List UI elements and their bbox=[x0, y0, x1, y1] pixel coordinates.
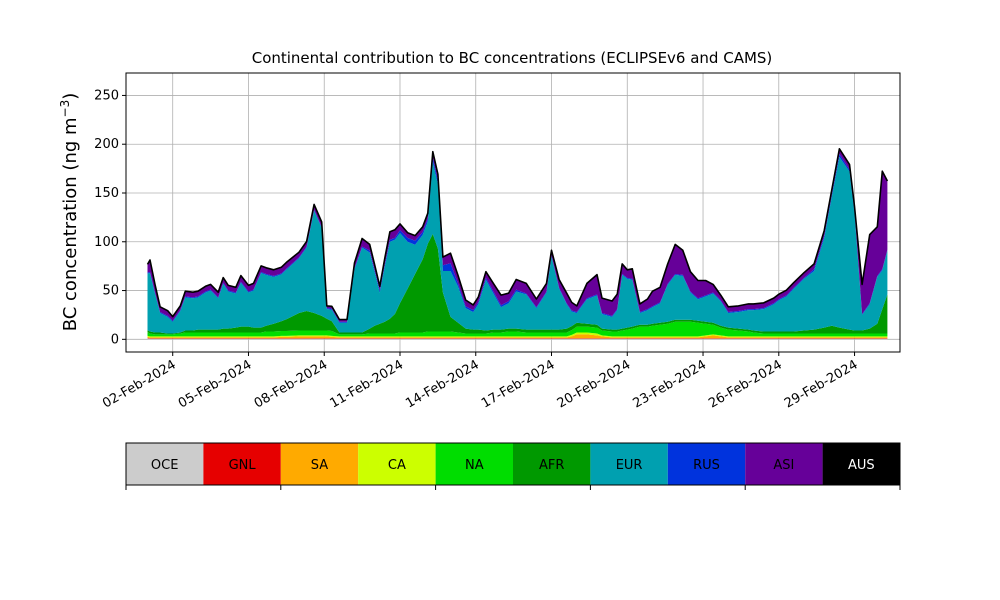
x-axis-ticks: 02-Feb-202405-Feb-202408-Feb-202411-Feb-… bbox=[100, 352, 861, 411]
y-tick-label: 200 bbox=[94, 137, 119, 152]
area-sa bbox=[147, 334, 888, 339]
area-asi bbox=[147, 149, 888, 322]
x-tick-label: 17-Feb-2024 bbox=[479, 357, 558, 411]
colorbar-label-sa: SA bbox=[311, 458, 328, 473]
colorbar-swatch-gnl bbox=[203, 443, 281, 485]
plot-frame bbox=[125, 72, 901, 353]
x-tick-label: 05-Feb-2024 bbox=[176, 357, 255, 411]
colorbar-swatch-rus bbox=[667, 443, 746, 485]
colorbar-swatch-oce bbox=[126, 443, 204, 485]
x-tick-label: 08-Feb-2024 bbox=[252, 357, 331, 411]
colorbar-label-gnl: GNL bbox=[229, 458, 257, 473]
colorbar-label-na: NA bbox=[465, 458, 484, 473]
colorbar-label-aus: AUS bbox=[848, 458, 875, 473]
y-tick-label: 100 bbox=[94, 235, 119, 250]
y-axis-label-suffix: ) bbox=[60, 93, 81, 100]
y-axis-label-superscript: −3 bbox=[58, 100, 72, 118]
colorbar-swatch-afr bbox=[513, 443, 591, 485]
y-tick-label: 150 bbox=[94, 186, 119, 201]
x-tick-label: 26-Feb-2024 bbox=[706, 357, 785, 411]
total-line bbox=[146, 148, 889, 321]
x-tick-label: 11-Feb-2024 bbox=[327, 357, 406, 411]
colorbar-swatch-sa bbox=[280, 443, 359, 485]
x-tick-label: 29-Feb-2024 bbox=[782, 357, 861, 411]
colorbar-swatch-ca bbox=[358, 443, 436, 485]
stacked-areas bbox=[147, 148, 888, 340]
colorbar-swatch-eur bbox=[590, 443, 668, 485]
chart-title: Continental contribution to BC concentra… bbox=[252, 49, 773, 67]
colorbar-label-ca: CA bbox=[388, 458, 406, 473]
x-tick-label: 14-Feb-2024 bbox=[403, 357, 482, 411]
colorbar-label-rus: RUS bbox=[693, 458, 720, 473]
area-gnl bbox=[147, 337, 888, 339]
y-tick-label: 0 bbox=[111, 332, 119, 347]
colorbar-label-asi: ASI bbox=[773, 458, 794, 473]
y-axis-ticks: 0 50 100 150 200 250 bbox=[94, 88, 126, 347]
y-tick-label: 50 bbox=[102, 284, 119, 299]
x-tick-label: 20-Feb-2024 bbox=[555, 357, 634, 411]
total-curve bbox=[146, 148, 889, 321]
colorbar-label-oce: OCE bbox=[151, 458, 179, 473]
colorbar-frame bbox=[125, 442, 901, 486]
x-tick-label: 02-Feb-2024 bbox=[100, 357, 179, 411]
area-na bbox=[147, 321, 888, 337]
region-colorbar: OCE GNL SA CA NA AFR EUR RUS ASI AUS bbox=[125, 442, 901, 490]
colorbar-swatch-na bbox=[435, 443, 513, 485]
y-axis-label-prefix: BC concentration (ng m bbox=[60, 117, 81, 331]
y-tick-label: 250 bbox=[94, 88, 119, 103]
colorbar-label-eur: EUR bbox=[616, 458, 643, 473]
y-axis-label: BC concentration (ng m−3) bbox=[58, 93, 81, 332]
colorbar-label-afr: AFR bbox=[539, 458, 564, 473]
area-ca bbox=[147, 332, 888, 338]
colorbar-swatch-asi bbox=[745, 443, 823, 485]
x-tick-label: 23-Feb-2024 bbox=[630, 357, 709, 411]
area-eur bbox=[147, 156, 888, 334]
colorbar-swatch-aus bbox=[822, 443, 900, 485]
